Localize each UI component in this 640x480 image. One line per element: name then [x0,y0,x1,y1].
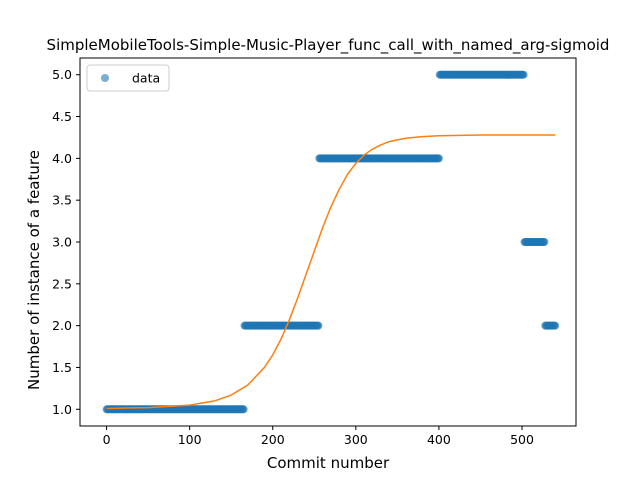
data-point [239,405,248,414]
y-tick-label: 1.5 [52,360,72,375]
fit-line [106,134,556,410]
plot-area [102,70,560,414]
y-tick-label: 2.0 [52,318,72,333]
y-tick-label: 3.0 [52,235,72,250]
data-point [314,321,323,330]
y-tick-label: 1.0 [52,402,72,417]
x-tick-label: 100 [178,432,202,447]
x-tick-label: 0 [103,432,111,447]
legend: data [86,64,170,92]
chart-title: SimpleMobileTools-Simple-Music-Player_fu… [47,36,610,55]
x-axis-label: Commit number [267,454,390,472]
x-axis: 0 100 200 300 400 500 [103,426,534,447]
data-point [519,70,528,79]
y-tick-label: 2.5 [52,276,72,291]
y-tick-label: 3.5 [52,193,72,208]
y-axis: 1.0 1.5 2.0 2.5 3.0 3.5 4.0 4.5 5.0 [52,67,80,417]
data-point [540,238,549,246]
y-tick-label: 4.5 [52,109,72,124]
data-point [551,321,560,330]
data-point [434,154,443,163]
x-tick-label: 300 [344,432,368,447]
x-tick-label: 500 [510,432,534,447]
y-tick-label: 5.0 [52,67,72,82]
x-tick-label: 200 [261,432,285,447]
x-tick-label: 400 [427,432,451,447]
y-axis-label: Number of instance of a feature [25,150,43,390]
legend-label-data: data [132,71,160,86]
legend-box [86,64,170,92]
y-tick-label: 4.0 [52,151,72,166]
legend-marker-data [101,74,109,82]
